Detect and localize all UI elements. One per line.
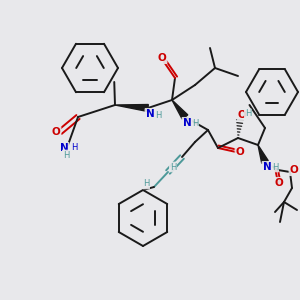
Text: O: O xyxy=(158,53,166,63)
Text: N: N xyxy=(262,162,272,172)
Text: O: O xyxy=(238,110,246,120)
Polygon shape xyxy=(115,104,148,112)
Text: N: N xyxy=(183,118,191,128)
Text: H: H xyxy=(143,179,149,188)
Text: H: H xyxy=(272,163,278,172)
Text: O: O xyxy=(290,165,298,175)
Polygon shape xyxy=(258,145,268,163)
Text: O: O xyxy=(274,178,284,188)
Text: N: N xyxy=(60,143,68,153)
Text: H: H xyxy=(245,110,251,118)
Text: H: H xyxy=(192,119,198,128)
Text: O: O xyxy=(52,127,60,137)
Text: N: N xyxy=(146,109,154,119)
Polygon shape xyxy=(172,100,188,119)
Text: H: H xyxy=(170,163,176,172)
Text: O: O xyxy=(236,147,244,157)
Text: H: H xyxy=(71,143,77,152)
Text: H: H xyxy=(63,151,69,160)
Text: H: H xyxy=(155,110,161,119)
